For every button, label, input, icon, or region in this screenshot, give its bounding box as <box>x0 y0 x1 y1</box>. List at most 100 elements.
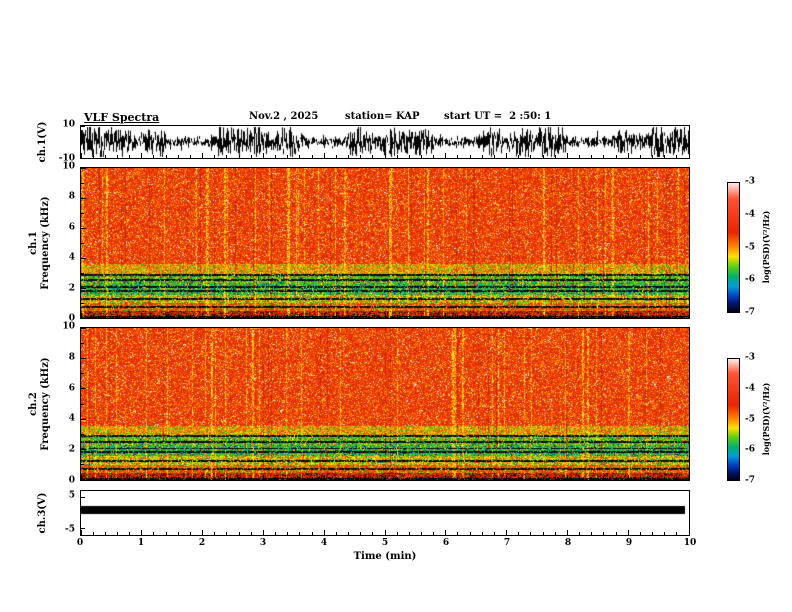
x-tick-label: 6 <box>442 538 450 548</box>
tick-mark <box>481 155 483 158</box>
tick-mark <box>518 477 520 480</box>
tick-mark <box>275 532 277 535</box>
tick-mark <box>348 532 350 535</box>
tick-mark <box>299 155 301 158</box>
tick-mark <box>384 153 386 158</box>
tick-mark <box>542 155 544 158</box>
tick-mark <box>652 315 654 318</box>
tick-mark <box>445 153 447 158</box>
tick-mark <box>81 388 86 390</box>
tick-mark <box>396 532 398 535</box>
colorbar2-ticks: -3 -4 -5 -6 -7 <box>743 353 767 485</box>
tick-mark <box>81 433 84 435</box>
tick-mark <box>177 155 179 158</box>
tick-mark <box>360 477 362 480</box>
tick-mark <box>579 532 581 535</box>
colorbar2-gradient <box>728 359 739 480</box>
tick-mark <box>287 155 289 158</box>
tick-mark <box>81 464 84 466</box>
tick-mark <box>396 155 398 158</box>
tick-label: 8 <box>68 352 75 363</box>
tick-mark <box>615 477 617 480</box>
x-axis-tick-labels: 0 1 2 3 4 5 6 7 8 9 10 <box>77 538 696 551</box>
tick-mark <box>579 477 581 480</box>
tick-mark <box>639 532 641 535</box>
tick-mark <box>189 315 191 318</box>
tick-mark <box>81 373 84 375</box>
tick-mark <box>457 532 459 535</box>
tick-mark <box>226 532 228 535</box>
tick-mark <box>202 475 204 480</box>
tick-label: 0 <box>68 313 75 324</box>
tick-mark <box>81 212 84 214</box>
tick-mark <box>384 475 386 480</box>
tick-mark <box>627 313 629 318</box>
tick-mark <box>311 315 313 318</box>
tick-mark <box>323 153 325 158</box>
tick-mark <box>384 530 386 535</box>
tick-mark <box>81 479 86 481</box>
tick-mark <box>129 532 131 535</box>
tick-mark <box>214 477 216 480</box>
start-ut-label: start UT = 2 :50: 1 <box>444 111 552 122</box>
tick-mark <box>81 257 86 259</box>
tick-mark <box>81 227 86 229</box>
tick-mark <box>408 477 410 480</box>
tick-label: -5 <box>65 524 75 535</box>
tick-mark <box>153 155 155 158</box>
tick-mark <box>639 315 641 318</box>
tick-mark <box>287 477 289 480</box>
tick-mark <box>676 532 678 535</box>
tick-mark <box>81 157 85 159</box>
tick-label: -4 <box>745 383 755 394</box>
tick-mark <box>323 313 325 318</box>
tick-label: -6 <box>745 274 755 285</box>
x-tick-label: 2 <box>198 538 206 548</box>
tick-mark <box>153 315 155 318</box>
tick-mark <box>262 475 264 480</box>
tick-mark <box>639 155 641 158</box>
tick-mark <box>493 155 495 158</box>
tick-mark <box>372 477 374 480</box>
tick-mark <box>542 532 544 535</box>
ch1-frequency-axis-label: ch.1 Frequency (kHz) <box>28 158 52 328</box>
tick-mark <box>676 477 678 480</box>
tick-mark <box>214 155 216 158</box>
tick-mark <box>348 477 350 480</box>
tick-mark <box>506 153 508 158</box>
tick-mark <box>603 532 605 535</box>
tick-mark <box>250 315 252 318</box>
tick-mark <box>493 532 495 535</box>
colorbar1-gradient <box>728 183 739 312</box>
tick-mark <box>81 327 86 329</box>
tick-mark <box>591 315 593 318</box>
x-tick-label: 3 <box>259 538 267 548</box>
tick-mark <box>81 357 86 359</box>
tick-mark <box>299 315 301 318</box>
tick-mark <box>335 532 337 535</box>
station-label: station= KAP <box>345 111 420 122</box>
tick-mark <box>591 155 593 158</box>
colorbar1-ticks: -3 -4 -5 -6 -7 <box>743 177 767 317</box>
tick-mark <box>676 155 678 158</box>
x-tick-label: 5 <box>381 538 389 548</box>
tick-mark <box>165 532 167 535</box>
tick-mark <box>92 155 94 158</box>
tick-mark <box>420 477 422 480</box>
tick-mark <box>664 477 666 480</box>
tick-mark <box>579 155 581 158</box>
tick-mark <box>116 532 118 535</box>
tick-mark <box>554 155 556 158</box>
tick-mark <box>323 475 325 480</box>
tick-mark <box>652 155 654 158</box>
tick-mark <box>469 155 471 158</box>
tick-mark <box>348 155 350 158</box>
ch2-spectrogram-plot <box>81 328 689 480</box>
tick-label: 10 <box>62 119 75 130</box>
tick-mark <box>287 532 289 535</box>
tick-mark <box>80 530 82 535</box>
tick-mark <box>80 153 82 158</box>
tick-mark <box>688 475 690 480</box>
tick-mark <box>238 315 240 318</box>
tick-mark <box>81 403 84 405</box>
